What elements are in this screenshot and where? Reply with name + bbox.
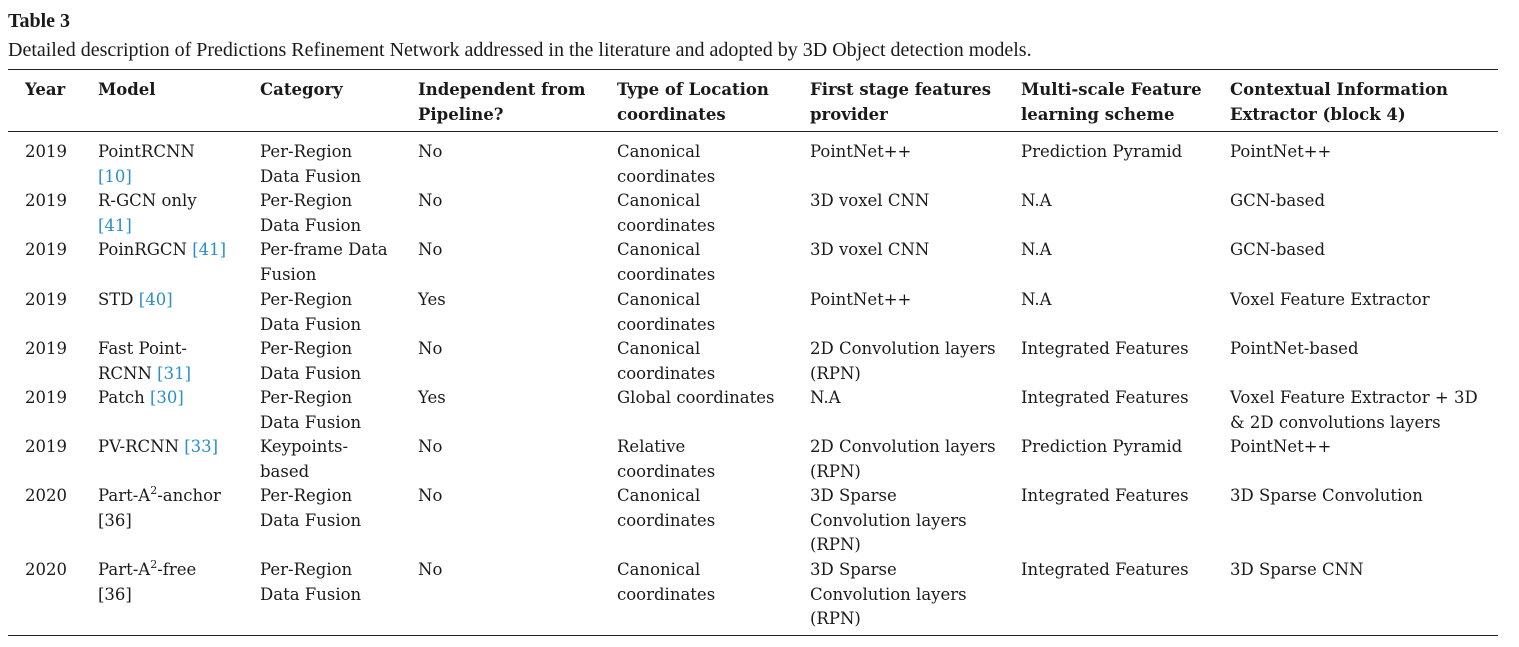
citation-link[interactable]: [30] [149,388,184,407]
cell-location: Canonical coordinates [617,240,716,284]
cell-provider: PointNet++ [810,142,912,161]
header-independent: Independent from Pipeline? [418,80,586,124]
cell-model: PoinRGCN [41] [98,240,227,259]
cell-year: 2020 [25,560,67,579]
cell-category: Per-Region Data Fusion [260,290,362,334]
cell-model: Part-A2-anchor [36] [98,484,221,530]
cell-provider: 3D Sparse Convolution layers (RPN) [810,560,967,628]
citation-link[interactable]: [33] [184,437,219,456]
cell-location: Canonical coordinates [617,191,716,235]
header-provider: First stage features provider [810,80,992,124]
top-rule [8,69,1498,70]
cell-location: Canonical coordinates [617,339,716,383]
cell-provider: 3D Sparse Convolution layers (RPN) [810,486,967,554]
cell-year: 2020 [25,486,67,505]
cell-category: Per-Region Data Fusion [260,388,362,432]
cell-context: 3D Sparse CNN [1230,560,1364,579]
cell-multiscale: Integrated Features [1021,339,1189,358]
table-label: Table 3 [8,10,71,32]
cell-context: Voxel Feature Extractor + 3D & 2D convolu… [1230,388,1478,432]
cell-multiscale: Integrated Features [1021,388,1189,407]
cell-provider: 2D Convolution layers (RPN) [810,339,996,383]
citation-link[interactable]: [31] [157,363,192,383]
cell-year: 2019 [25,191,67,210]
cell-multiscale: Integrated Features [1021,560,1189,579]
cell-model: Fast Point- RCNN [31] [98,339,192,383]
cell-independent: Yes [418,388,446,407]
header-category: Category [260,80,343,99]
citation-link[interactable]: [10] [98,166,132,186]
cell-category: Per-Region Data Fusion [260,339,362,383]
cell-independent: No [418,240,443,259]
cell-model: PointRCNN [10] [98,142,195,186]
cell-year: 2019 [25,290,67,309]
cell-provider: 3D voxel CNN [810,191,930,210]
cell-provider: 2D Convolution layers (RPN) [810,437,996,481]
cell-context: PointNet++ [1230,142,1332,161]
cell-year: 2019 [25,437,67,456]
citation-link[interactable]: [40] [138,290,173,309]
cell-context: PointNet++ [1230,437,1332,456]
table-caption: Detailed description of Predictions Refi… [8,39,1032,61]
cell-location: Global coordinates [617,388,775,407]
header-model: Model [98,80,156,99]
header-year: Year [25,80,66,99]
cell-context: GCN-based [1230,191,1326,210]
cell-provider: N.A [810,388,841,407]
cell-category: Per-Region Data Fusion [260,560,362,604]
header-multiscale: Multi-scale Feature learning scheme [1021,80,1202,124]
cell-independent: No [418,437,443,456]
cell-independent: No [418,560,443,579]
cell-category: Keypoints-based [260,437,349,481]
cell-location: Canonical coordinates [617,486,716,530]
cell-category: Per-Region Data Fusion [260,142,362,186]
cell-year: 2019 [25,240,67,259]
cell-context: Voxel Feature Extractor [1230,290,1430,309]
cell-model: Patch [30] [98,388,184,407]
cell-location: Canonical coordinates [617,142,716,186]
cell-context: PointNet-based [1230,339,1359,358]
cell-category: Per-frame Data Fusion [260,240,388,284]
header-location: Type of Location coordinates [617,80,769,124]
cell-model: R-GCN only [41] [98,191,197,235]
cell-independent: Yes [418,290,446,309]
cell-category: Per-Region Data Fusion [260,191,362,235]
cell-location: Canonical coordinates [617,560,716,604]
cell-independent: No [418,339,443,358]
cell-model: PV-RCNN [33] [98,437,219,456]
cell-model: Part-A2-free [36] [98,558,197,604]
cell-year: 2019 [25,142,67,161]
cell-independent: No [418,142,443,161]
cell-independent: No [418,191,443,210]
cell-model: STD [40] [98,290,173,309]
cell-context: 3D Sparse Convolution [1230,486,1423,505]
cell-multiscale: Integrated Features [1021,486,1189,505]
bottom-rule [8,635,1498,636]
header-context: Contextual Information Extractor (block 4… [1230,80,1448,124]
cell-multiscale: N.A [1021,240,1052,259]
cell-location: Canonical coordinates [617,290,716,334]
cell-year: 2019 [25,339,67,358]
cell-independent: No [418,486,443,505]
cell-location: Relative coordinates [617,437,716,481]
citation-link[interactable]: [41] [192,240,227,259]
cell-multiscale: N.A [1021,290,1052,309]
cell-context: GCN-based [1230,240,1326,259]
cell-provider: PointNet++ [810,290,912,309]
cell-provider: 3D voxel CNN [810,240,930,259]
citation-link[interactable]: [41] [98,215,132,235]
header-rule [8,131,1498,132]
cell-multiscale: N.A [1021,191,1052,210]
cell-multiscale: Prediction Pyramid [1021,142,1183,161]
cell-category: Per-Region Data Fusion [260,486,362,530]
cell-year: 2019 [25,388,67,407]
cell-multiscale: Prediction Pyramid [1021,437,1183,456]
